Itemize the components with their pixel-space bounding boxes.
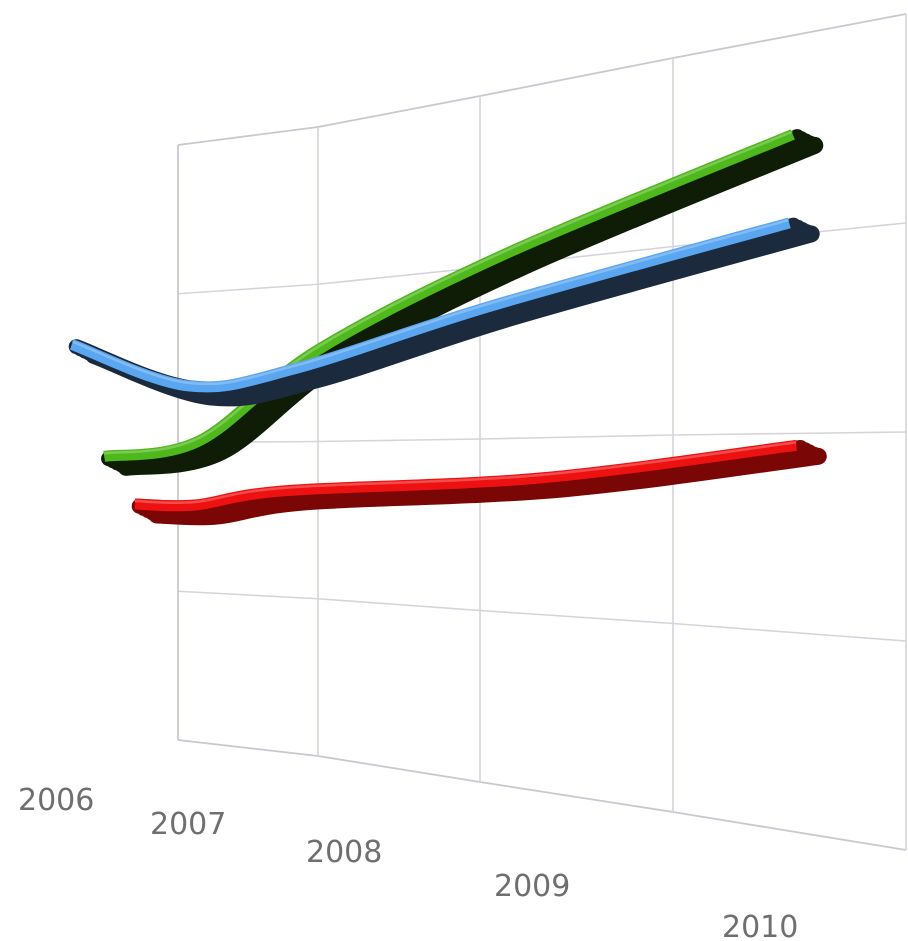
series-highlight — [103, 130, 794, 455]
x-tick-label: 2006 — [18, 783, 94, 818]
series-highlight — [71, 218, 790, 386]
horizontal-gridline — [177, 590, 907, 642]
series-line — [103, 129, 795, 462]
grid — [177, 13, 907, 851]
x-tick-label: 2007 — [150, 807, 226, 842]
horizontal-gridline — [177, 739, 907, 851]
series-ribbon — [68, 217, 820, 407]
x-tick-label: 2009 — [494, 869, 570, 904]
x-axis-ticks: 2006 2007 2008 2009 2010 — [18, 783, 798, 941]
x-tick-label: 2010 — [722, 910, 798, 941]
series-line — [134, 439, 798, 512]
series-depth — [149, 448, 826, 525]
series-highlight — [134, 441, 797, 505]
series-depth — [86, 226, 819, 406]
series-line — [69, 217, 791, 393]
horizontal-gridline — [177, 13, 907, 146]
x-tick-label: 2008 — [306, 835, 382, 870]
series-ribbon — [101, 129, 824, 476]
series-ribbon — [131, 439, 827, 526]
series-layer — [68, 129, 827, 526]
